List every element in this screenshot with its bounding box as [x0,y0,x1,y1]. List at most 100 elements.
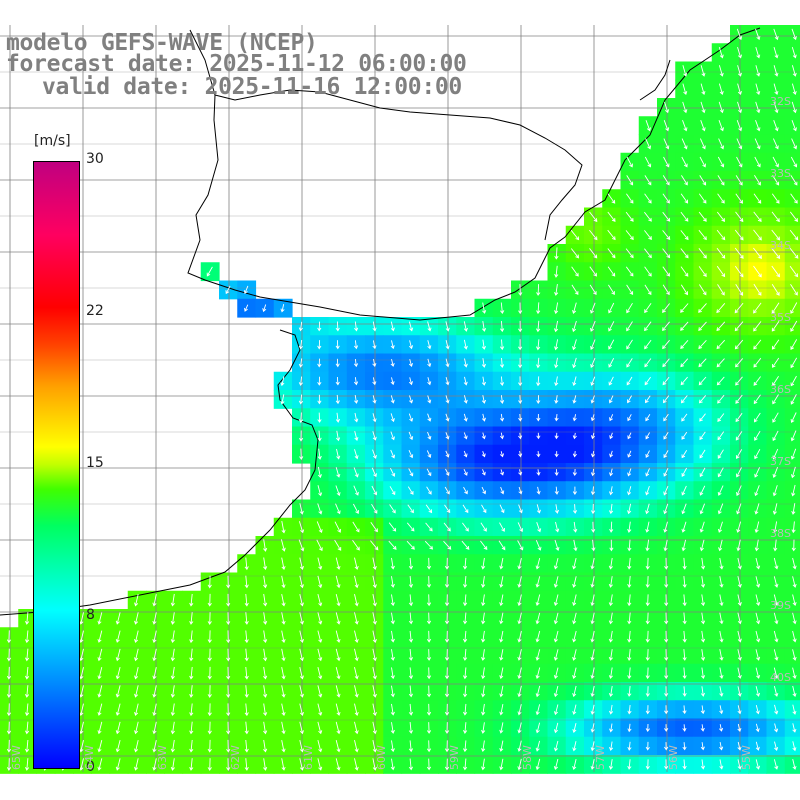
wind-arrow [226,666,231,680]
wind-arrow [700,594,706,607]
wind-arrow [463,630,468,643]
wind-arrow [682,630,687,643]
wind-arrow [754,448,761,460]
wind-arrow [481,432,486,440]
wind-arrow [553,594,559,607]
wind-arrow [682,120,688,132]
wind-arrow [481,722,486,734]
wind-arrow [354,721,359,735]
wind-arrow [698,229,707,241]
title-model: modelo GEFS-WAVE (NCEP) [6,30,318,56]
wind-arrow [535,612,541,625]
wind-arrow [737,759,742,770]
wind-arrow [737,594,742,607]
wind-arrow [499,451,505,458]
wind-arrow [645,576,650,588]
wind-arrow [591,503,596,515]
wind-arrow [408,667,414,680]
wind-arrow [680,266,689,277]
wind-arrow [716,358,725,368]
wind-arrow [317,430,322,442]
wind-arrow [734,339,744,350]
wind-arrow [698,339,707,350]
wind-arrow [463,339,468,350]
wind-arrow [718,120,724,132]
wind-arrow [499,395,505,404]
wind-arrow [791,539,796,552]
wind-arrow [390,358,395,367]
wind-arrow [517,630,522,643]
wind-arrow [354,703,359,717]
wind-arrow [790,320,798,332]
lat-label-38s: 38S [770,527,791,540]
wind-arrow [298,321,303,332]
wind-arrow [480,522,487,532]
wind-arrow [518,302,523,315]
wind-arrow [608,395,614,404]
wind-arrow [735,376,743,386]
wind-arrow [207,758,212,771]
wind-arrow [644,284,652,296]
wind-arrow [737,667,742,679]
wind-arrow [590,339,596,350]
wind-arrow [481,612,486,625]
field-cell [784,444,800,464]
wind-arrow [353,467,359,478]
wind-arrow [24,721,30,735]
colorbar-tick-30: 30 [86,151,104,167]
wind-arrow [152,594,157,607]
wind-arrow [426,722,432,734]
wind-arrow [463,722,468,734]
wind-arrow [371,503,378,514]
wind-arrow [462,522,469,532]
wind-arrow [572,630,577,643]
wind-arrow [134,703,139,717]
wind-arrow [390,449,396,459]
wind-arrow [736,138,743,150]
wind-arrow [390,612,395,625]
wind-arrow [499,740,504,752]
wind-arrow [388,540,397,550]
wind-arrow [590,594,595,607]
wind-arrow [226,739,231,753]
field-cell [784,572,800,592]
wind-arrow [790,175,798,186]
wind-arrow [572,414,577,422]
wind-arrow [517,649,522,661]
wind-arrow [718,724,724,732]
wind-arrow [554,432,559,440]
wind-arrow [481,576,486,588]
wind-arrow [244,666,249,680]
wind-arrow [427,340,432,350]
wind-arrow [426,630,432,643]
wind-arrow [553,704,559,716]
wind-arrow [445,339,450,350]
wind-arrow [771,247,781,259]
wind-arrow [134,739,139,753]
wind-arrow [536,339,541,351]
wind-arrow [244,739,249,753]
lon-label-55w: 55W [740,745,753,770]
wind-arrow [115,739,121,753]
wind-arrow [444,758,450,771]
wind-arrow [481,504,487,514]
wind-arrow [6,758,12,771]
wind-arrow [299,648,304,662]
wind-arrow [408,450,414,459]
wind-arrow [791,46,797,59]
wind-arrow [535,649,541,661]
wind-arrow [499,357,505,369]
wind-arrow [426,486,432,495]
wind-arrow [280,539,286,552]
wind-arrow [627,576,632,588]
wind-arrow [443,522,451,532]
wind-arrow [445,450,450,458]
wind-arrow [719,742,724,751]
wind-arrow [115,630,121,643]
wind-arrow [189,739,194,753]
wind-arrow [754,485,760,497]
wind-arrow [370,521,378,533]
wind-arrow [717,193,725,204]
wind-arrow [734,265,744,278]
wind-arrow [680,211,689,222]
